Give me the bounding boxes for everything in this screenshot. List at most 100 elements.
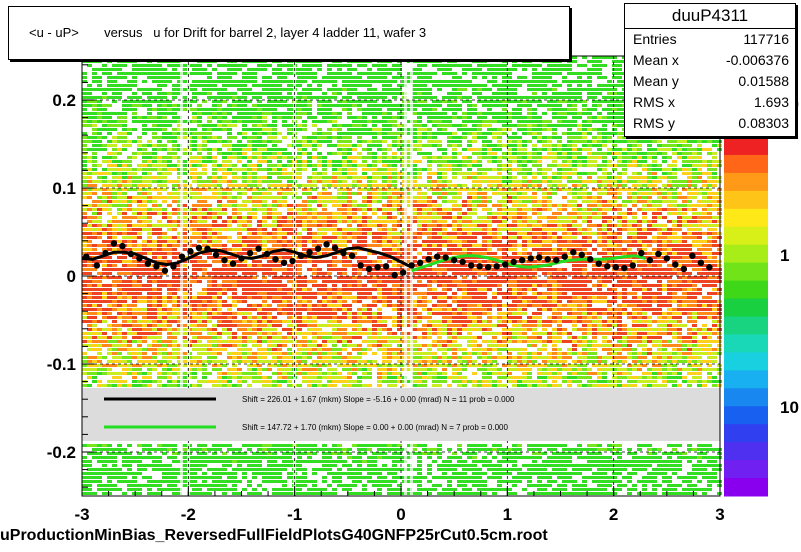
heatmap-cell xyxy=(107,164,112,167)
heatmap-cell xyxy=(177,208,182,211)
heatmap-cell xyxy=(87,184,92,187)
heatmap-cell xyxy=(587,132,592,135)
heatmap-cell xyxy=(202,212,207,215)
heatmap-cell xyxy=(537,232,542,235)
heatmap-cell xyxy=(97,132,102,135)
heatmap-cell xyxy=(712,208,717,211)
heatmap-cell xyxy=(157,108,162,111)
heatmap-cell xyxy=(332,104,337,107)
heatmap-cell xyxy=(687,152,692,155)
heatmap-cell xyxy=(102,208,107,211)
heatmap-cell xyxy=(307,112,312,115)
heatmap-cell xyxy=(157,192,162,195)
heatmap-cell xyxy=(227,140,232,143)
heatmap-cell xyxy=(592,172,597,175)
heatmap-cell xyxy=(467,160,472,163)
heatmap-cell xyxy=(407,188,412,191)
heatmap-cell xyxy=(127,188,132,191)
heatmap-cell xyxy=(672,244,677,247)
heatmap-cell xyxy=(612,180,617,183)
heatmap-cell xyxy=(262,76,267,79)
heatmap-cell xyxy=(447,164,452,167)
heatmap-cell xyxy=(137,176,142,179)
heatmap-cell xyxy=(412,80,417,83)
heatmap-cell xyxy=(507,76,512,79)
heatmap-cell xyxy=(597,180,602,183)
heatmap-cell xyxy=(557,168,562,171)
heatmap-cell xyxy=(197,120,202,123)
heatmap-cell xyxy=(447,180,452,183)
heatmap-cell xyxy=(347,104,352,107)
heatmap-cell xyxy=(597,204,602,207)
heatmap-cell xyxy=(352,76,357,79)
heatmap-cell xyxy=(577,240,582,243)
heatmap-cell xyxy=(312,244,317,247)
heatmap-cell xyxy=(692,176,697,179)
heatmap-cell xyxy=(662,216,667,219)
heatmap-cell xyxy=(552,152,557,155)
heatmap-cell xyxy=(327,228,332,231)
heatmap-cell xyxy=(202,112,207,115)
heatmap-cell xyxy=(147,240,152,243)
heatmap-cell xyxy=(462,188,467,191)
heatmap-cell xyxy=(517,196,522,199)
heatmap-cell xyxy=(442,176,447,179)
heatmap-cell xyxy=(697,220,702,223)
heatmap-cell xyxy=(177,120,182,123)
heatmap-cell xyxy=(142,244,147,247)
heatmap-cell xyxy=(437,188,442,191)
heatmap-cell xyxy=(117,176,122,179)
heatmap-cell xyxy=(287,112,292,115)
heatmap-cell xyxy=(317,216,322,219)
heatmap-cell xyxy=(457,220,462,223)
heatmap-cell xyxy=(712,164,717,167)
heatmap-cell xyxy=(397,220,402,223)
heatmap-cell xyxy=(647,244,652,247)
heatmap-cell xyxy=(617,120,622,123)
heatmap-cell xyxy=(487,220,492,223)
heatmap-cell xyxy=(137,68,142,71)
heatmap-cell xyxy=(302,244,307,247)
heatmap-cell xyxy=(367,80,372,83)
heatmap-cell xyxy=(672,136,677,139)
heatmap-cell xyxy=(382,128,387,131)
heatmap-cell xyxy=(552,72,557,75)
heatmap-cell xyxy=(642,184,647,187)
heatmap-cell xyxy=(227,196,232,199)
heatmap-cell xyxy=(517,76,522,79)
heatmap-cell xyxy=(347,176,352,179)
heatmap-cell xyxy=(272,244,277,247)
heatmap-cell xyxy=(357,140,362,143)
heatmap-cell xyxy=(497,232,502,235)
heatmap-cell xyxy=(197,172,202,175)
heatmap-cell xyxy=(582,192,587,195)
heatmap-cell xyxy=(437,140,442,143)
heatmap-cell xyxy=(182,208,187,211)
heatmap-cell xyxy=(317,232,322,235)
heatmap-cell xyxy=(317,228,322,231)
heatmap-cell xyxy=(382,212,387,215)
heatmap-cell xyxy=(302,64,307,67)
heatmap-cell xyxy=(532,80,537,83)
heatmap-cell xyxy=(247,212,252,215)
heatmap-cell xyxy=(127,184,132,187)
heatmap-cell xyxy=(567,124,572,127)
heatmap-cell xyxy=(162,156,167,159)
heatmap-cell xyxy=(482,112,487,115)
heatmap-cell xyxy=(377,208,382,211)
heatmap-cell xyxy=(327,64,332,67)
heatmap-cell xyxy=(652,228,657,231)
heatmap-cell xyxy=(382,84,387,87)
heatmap-cell xyxy=(372,184,377,187)
heatmap-cell xyxy=(217,164,222,167)
heatmap-cell xyxy=(237,212,242,215)
heatmap-cell xyxy=(572,80,577,83)
heatmap-cell xyxy=(112,100,117,103)
heatmap-cell xyxy=(487,160,492,163)
heatmap-cell xyxy=(257,168,262,171)
heatmap-cell xyxy=(412,236,417,239)
heatmap-cell xyxy=(602,240,607,243)
heatmap-cell xyxy=(602,224,607,227)
heatmap-cell xyxy=(192,144,197,147)
heatmap-cell xyxy=(252,116,257,119)
